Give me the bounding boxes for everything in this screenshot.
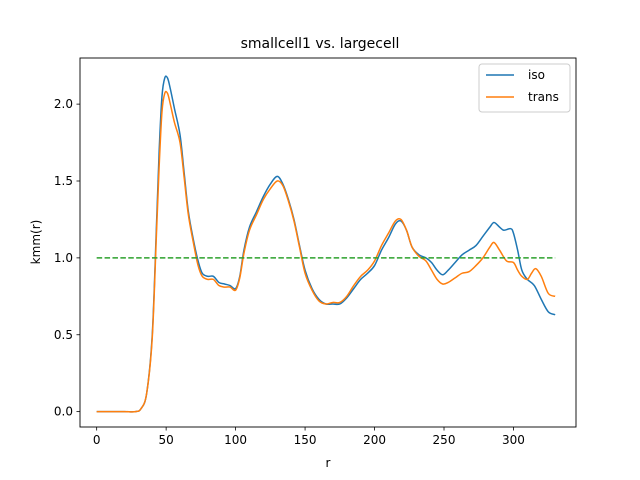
axes-frame	[79, 57, 577, 428]
x-axis-label: r	[326, 456, 331, 470]
chart-title: smallcell1 vs. largecell	[241, 36, 400, 52]
legend-label-iso: iso	[528, 68, 545, 82]
y-tick-label: 2.0	[54, 97, 73, 111]
x-tick-label: 0	[93, 433, 101, 447]
y-axis-label: kmm(r)	[29, 220, 43, 265]
series-layer	[96, 75, 556, 413]
x-tick-label: 250	[433, 433, 456, 447]
x-tick-label: 200	[363, 433, 386, 447]
y-tick-label: 1.0	[54, 251, 73, 265]
x-tick-label: 100	[224, 433, 247, 447]
y-tick-label: 0.5	[54, 328, 73, 342]
series-line-trans	[96, 90, 556, 413]
legend-label-trans: trans	[528, 90, 559, 104]
legend-box	[478, 63, 571, 113]
x-tick-label: 50	[158, 433, 173, 447]
y-tick-label: 1.5	[54, 174, 73, 188]
x-axis-ticks: 0 50 100 150 200 250 300	[93, 427, 525, 447]
x-tick-label: 300	[502, 433, 525, 447]
plot-area	[79, 57, 577, 428]
y-axis-ticks: 0.0 0.5 1.0 1.5 2.0	[54, 97, 80, 419]
legend: iso trans	[478, 63, 571, 113]
y-tick-label: 0.0	[54, 405, 73, 419]
x-tick-label: 150	[294, 433, 317, 447]
